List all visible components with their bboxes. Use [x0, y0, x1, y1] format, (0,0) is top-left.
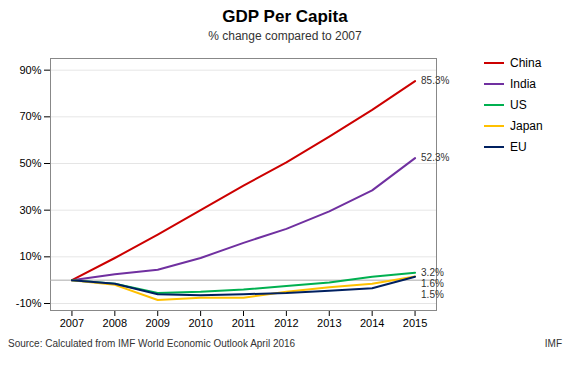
html-text:US: US	[510, 98, 527, 112]
svg-text:2014: 2014	[360, 317, 384, 329]
svg-text:2015: 2015	[403, 317, 427, 329]
svg-text:10%: 10%	[19, 250, 41, 262]
svg-text:2007: 2007	[60, 317, 84, 329]
html-text:IMF: IMF	[544, 338, 562, 349]
svg-text:90%: 90%	[19, 64, 41, 76]
svg-text:70%: 70%	[19, 110, 41, 122]
svg-text:52.3%: 52.3%	[421, 152, 449, 163]
svg-text:2012: 2012	[274, 317, 298, 329]
svg-text:3.2%: 3.2%	[421, 267, 444, 278]
html-text:Source: Calculated from IMF Wo: Source: Calculated from IMF World Econom…	[8, 338, 296, 349]
svg-text:2013: 2013	[317, 317, 341, 329]
svg-text:2010: 2010	[188, 317, 212, 329]
html-text:% change compared to 2007: % change compared to 2007	[208, 29, 362, 43]
html-text:Japan: Japan	[510, 119, 543, 133]
svg-text:30%: 30%	[19, 204, 41, 216]
svg-text:1.5%: 1.5%	[421, 289, 444, 300]
svg-text:85.3%: 85.3%	[421, 75, 449, 86]
html-text:EU: EU	[510, 140, 527, 154]
html-text:GDP Per Capita: GDP Per Capita	[222, 7, 348, 26]
html-text:India: India	[510, 77, 536, 91]
svg-text:2011: 2011	[232, 317, 256, 329]
svg-text:2009: 2009	[145, 317, 169, 329]
svg-text:-10%: -10%	[16, 297, 42, 309]
svg-text:1.6%: 1.6%	[421, 278, 444, 289]
svg-text:2008: 2008	[103, 317, 127, 329]
html-text:China: China	[510, 56, 542, 70]
svg-text:50%: 50%	[19, 157, 41, 169]
